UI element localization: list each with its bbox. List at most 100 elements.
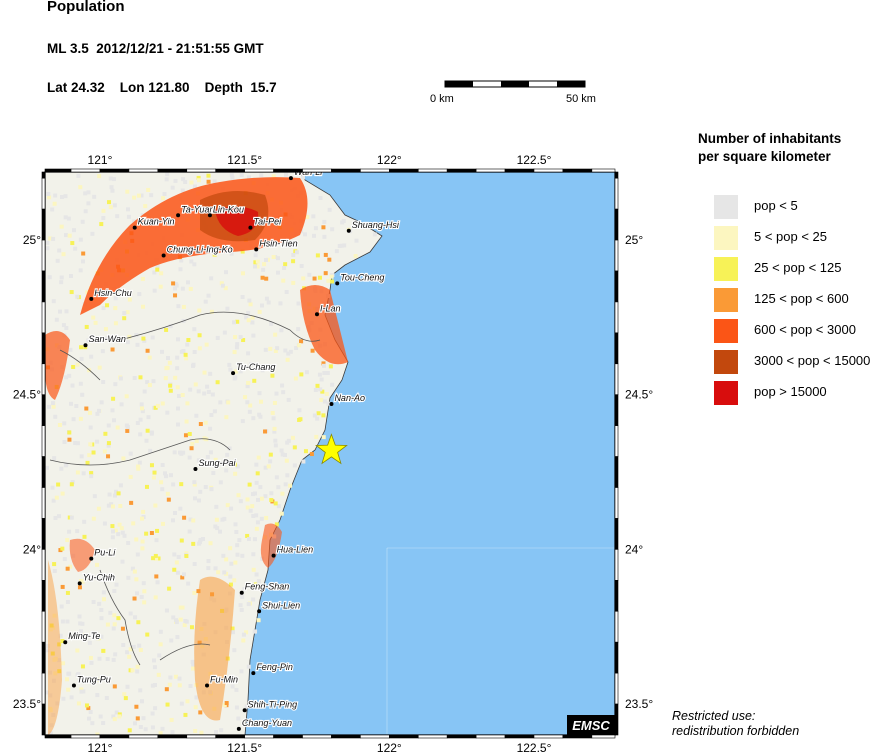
legend-title-line1: Number of inhabitants: [698, 131, 842, 146]
lat-tick-label-right: 24°: [625, 542, 643, 556]
city-marker[interactable]: [89, 296, 94, 301]
city-marker[interactable]: [236, 726, 241, 731]
legend-label: pop > 15000: [754, 384, 827, 399]
city-marker[interactable]: [71, 683, 76, 688]
city-label: Feng-Pin: [256, 662, 293, 672]
city-marker[interactable]: [288, 176, 293, 181]
city-marker[interactable]: [242, 708, 247, 713]
scale-start-label: 0 km: [430, 93, 454, 105]
city-marker[interactable]: [77, 581, 82, 586]
emsc-watermark: EMSC: [572, 718, 610, 733]
location-info: Lat 24.32 Lon 121.80 Depth 15.7: [47, 80, 277, 95]
restricted-line1: Restricted use:: [672, 709, 756, 723]
city-marker[interactable]: [239, 590, 244, 595]
lat-tick-label-left: 24.5°: [13, 388, 41, 402]
city-label: Chung-Li-Ing-Ko: [167, 245, 233, 255]
admin-boundaries: [49, 311, 321, 666]
restricted-notice: Restricted use: redistribution forbidden: [672, 709, 799, 739]
city-marker[interactable]: [205, 683, 210, 688]
city-label: Tou-Cheng: [340, 272, 384, 282]
city-label: Tai-Pei: [253, 217, 282, 227]
city-label: Feng-Shan: [245, 582, 290, 592]
city-label: Hua-Lien: [277, 545, 314, 555]
lon-tick-label-top: 121.5°: [227, 153, 262, 167]
city-label: Nan-Ao: [334, 393, 365, 403]
scale-end-label: 50 km: [566, 93, 596, 105]
emsc-badge: [567, 715, 615, 735]
city-label: Kuan-Yin: [138, 217, 175, 227]
city-label: Hsin-Chu: [94, 288, 132, 298]
city-marker[interactable]: [329, 402, 334, 407]
city-marker[interactable]: [271, 553, 276, 558]
legend-swatch: [714, 226, 738, 250]
scale-bar: [444, 80, 586, 88]
city-marker[interactable]: [83, 343, 88, 348]
city-label: Ta-Yuan: [181, 204, 214, 214]
frame-ticks: [41, 168, 619, 739]
legend-title-line2: per square kilometer: [698, 149, 831, 164]
city-marker[interactable]: [335, 281, 340, 286]
lon-tick-label-top: 122.5°: [517, 153, 552, 167]
lat-tick-label-right: 24.5°: [625, 388, 653, 402]
legend-label: 5 < pop < 25: [754, 229, 828, 244]
city-label: Chang-Yuan: [242, 718, 292, 728]
lon-tick-label-bottom: 122.5°: [517, 741, 552, 754]
city-label: Shih-Ti-Ping: [248, 699, 297, 709]
city-marker[interactable]: [161, 253, 166, 258]
city-marker[interactable]: [248, 225, 253, 230]
city-marker[interactable]: [132, 225, 137, 230]
legend-swatch: [714, 195, 738, 219]
epicenter-star-icon[interactable]: [315, 433, 348, 465]
legend-swatch: [714, 257, 738, 281]
city-marker[interactable]: [314, 312, 319, 317]
restricted-line2: redistribution forbidden: [672, 724, 800, 738]
legend-label: 600 < pop < 3000: [754, 322, 856, 337]
city-marker[interactable]: [89, 556, 94, 561]
lon-tick-label-bottom: 122°: [377, 741, 402, 754]
legend-swatch: [714, 381, 738, 405]
lat-tick-label-left: 24°: [23, 542, 41, 556]
lat-tick-label-right: 25°: [625, 233, 643, 247]
lat-tick-label-left: 25°: [23, 233, 41, 247]
city-label: Tu-Chang: [236, 362, 275, 372]
map-title: Population: [47, 0, 125, 15]
population-dense-areas: [45, 177, 348, 735]
city-marker[interactable]: [257, 609, 262, 614]
city-label: Shui-Lien: [262, 600, 300, 610]
legend-title: Number of inhabitants per square kilomet…: [698, 130, 841, 166]
legend-label: pop < 5: [754, 198, 798, 213]
lon-tick-label-top: 122°: [377, 153, 402, 167]
legend-label: 125 < pop < 600: [754, 291, 849, 306]
event-info: ML 3.5 2012/12/21 - 21:51:55 GMT: [47, 41, 264, 56]
city-label: I-Lan: [320, 303, 341, 313]
lat-tick-label-left: 23.5°: [13, 697, 41, 711]
city-marker[interactable]: [63, 640, 68, 645]
city-marker[interactable]: [251, 671, 256, 676]
city-label: Pu-Li: [94, 548, 116, 558]
city-label: Ming-Te: [68, 631, 100, 641]
city-label: Lin-Kou: [213, 204, 244, 214]
city-marker[interactable]: [207, 213, 212, 218]
city-label: Fu-Min: [210, 675, 238, 685]
city-marker[interactable]: [231, 371, 236, 376]
legend-swatch: [714, 319, 738, 343]
legend-label: 25 < pop < 125: [754, 260, 842, 275]
city-marker[interactable]: [193, 466, 198, 471]
lat-tick-label-right: 23.5°: [625, 697, 653, 711]
city-label: Sung-Pai: [198, 458, 236, 468]
city-label: Yu-Chih: [83, 572, 115, 582]
lon-tick-label-top: 121°: [88, 153, 113, 167]
lon-tick-label-bottom: 121°: [88, 741, 113, 754]
city-marker[interactable]: [346, 228, 351, 233]
city-label: Hsin-Tien: [259, 238, 297, 248]
city-label: Tung-Pu: [77, 675, 111, 685]
legend-label: 3000 < pop < 15000: [754, 353, 871, 368]
lon-tick-label-bottom: 121.5°: [227, 741, 262, 754]
city-label: Shuang-Hsi: [352, 220, 400, 230]
legend-swatch: [714, 350, 738, 374]
city-marker[interactable]: [176, 213, 181, 218]
city-label: Wan-Li: [294, 167, 323, 177]
legend-swatch: [714, 288, 738, 312]
city-marker[interactable]: [254, 247, 259, 252]
